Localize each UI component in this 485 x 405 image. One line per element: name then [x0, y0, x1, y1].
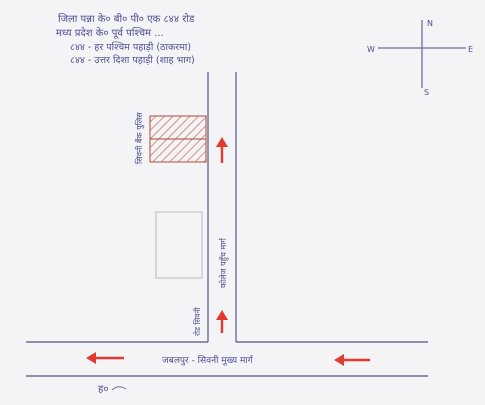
signature: ह० [98, 384, 109, 395]
vertical-road [207, 72, 237, 342]
header-note-3: ८४४ - हर पश्चिम पहाड़ी (ठाकरमा) [70, 41, 191, 53]
plot-outline [155, 211, 203, 279]
signature-flourish [111, 386, 127, 391]
compass-north-label: N [427, 19, 433, 28]
compass-west-label: W [367, 45, 375, 54]
building-label: सिवनी बैंक पुलिस [134, 112, 145, 164]
compass-south-label: S [424, 88, 429, 97]
arrow-left-1 [86, 352, 124, 364]
horizontal-road-label: जबलपुर - सिवनी मुख्य मार्ग [162, 354, 254, 366]
arrow-left-2 [334, 354, 370, 366]
vertical-road-small-label: रोड सिवनी [193, 306, 202, 336]
arrow-up-top [216, 137, 228, 163]
vertical-road-label: कोलेज पहुँच मार्ग [218, 237, 229, 288]
compass-east-label: E [468, 45, 473, 54]
hatched-building [149, 115, 207, 163]
header-note-2: मध्य प्रदेश के० पूर्व पश्चिम ... [56, 27, 164, 39]
header-note-4: ८४४ - उत्तर दिशा पहाड़ी (शाह भाग) [70, 54, 195, 66]
compass-rose: N E W S [367, 19, 473, 97]
arrow-up-bottom [216, 310, 228, 333]
header-note-1: जिला पन्ना के० बी० पी० एक ८४४ रोड [58, 13, 195, 25]
horizontal-main-road [26, 341, 428, 377]
